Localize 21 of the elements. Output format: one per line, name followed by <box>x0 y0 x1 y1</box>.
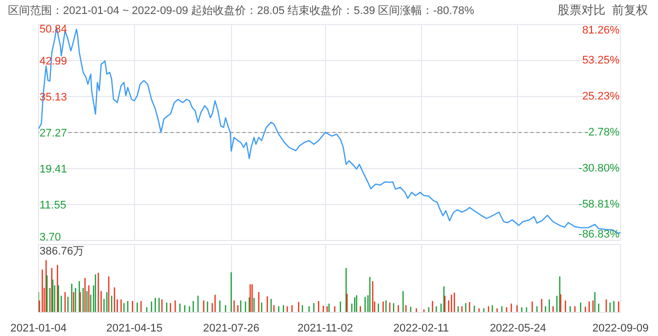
x-tick-label: 2022-09-09 <box>592 322 649 334</box>
y-tick-label: 27.27 <box>40 128 68 140</box>
x-tick-label: 2022-02-11 <box>393 322 449 334</box>
y2-tick-label: 81.26% <box>582 24 620 36</box>
y-tick-label: 3.70 <box>40 232 61 244</box>
text: 股票对比 前复权 <box>557 3 648 17</box>
text: 386.76万 <box>40 246 84 258</box>
y2-tick-label: -2.78% <box>584 126 620 138</box>
y2-tick-label: -58.81% <box>578 198 620 210</box>
y2-tick-label: 25.23% <box>582 90 620 102</box>
y2-tick-label: -86.83% <box>578 228 620 240</box>
x-tick-label: 2021-04-15 <box>106 322 163 334</box>
y-tick-label: 11.55 <box>40 200 66 212</box>
x-tick-label: 2022-05-24 <box>490 322 546 334</box>
y-tick-label: 19.41 <box>40 164 68 176</box>
x-tick-label: 2021-07-26 <box>203 322 260 334</box>
chart-title: 区间范围：2021-01-04 ~ 2022-09-09 起始收盘价：28.05 结束收盘价：5.39 区间涨幅：-80.78% <box>8 5 474 17</box>
y2-tick-label: -30.80% <box>578 162 620 174</box>
x-tick-label: 2021-01-04 <box>10 322 67 334</box>
y2-tick-label: 53.25% <box>582 54 620 66</box>
x-tick-label: 2021-11-02 <box>298 322 353 334</box>
